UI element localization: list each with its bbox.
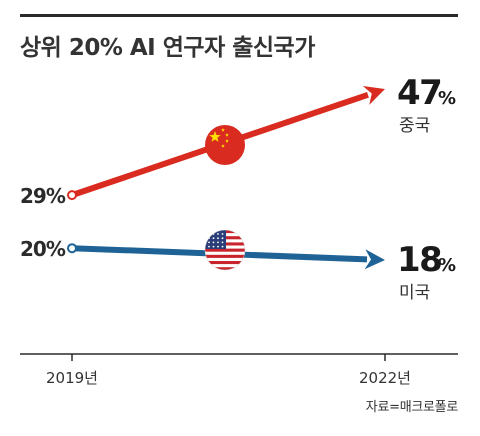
us-flag-stripe xyxy=(205,248,245,252)
china-flag-small-star xyxy=(225,139,229,143)
us-flag-star xyxy=(221,237,224,240)
us-flag-star xyxy=(217,237,219,240)
series-end-unit: % xyxy=(438,255,456,276)
china-flag-small-star xyxy=(221,144,225,148)
series-end-unit: % xyxy=(438,88,456,109)
us-flag-star xyxy=(217,233,219,235)
us-flag-star xyxy=(212,245,215,248)
series-start-label: 20% xyxy=(20,237,66,261)
china-flag-big-star xyxy=(209,131,221,142)
us-flag-star xyxy=(208,245,210,248)
china-flag-disc xyxy=(205,125,245,165)
us-flag-stripe xyxy=(205,267,245,270)
chart-title: 상위 20% AI 연구자 출신국가 xyxy=(20,35,315,61)
us-flag-star xyxy=(208,241,210,244)
series-name-label: 중국 xyxy=(399,116,430,136)
series-start-point xyxy=(67,243,77,254)
china-flag-icon xyxy=(205,125,245,165)
series-start-point xyxy=(67,190,77,201)
series-end-value: 47 xyxy=(397,73,441,113)
china-flag-small-star xyxy=(225,133,229,137)
series-name-label: 미국 xyxy=(399,283,430,303)
china-flag-small-star xyxy=(221,128,225,132)
us-flag-stripe xyxy=(205,261,245,265)
us-flag-star xyxy=(217,245,219,248)
top-rule xyxy=(20,14,458,17)
us-flag-star xyxy=(221,245,224,248)
us-flag-star xyxy=(212,237,215,240)
x-tick-label: 2022년 xyxy=(359,369,411,387)
series-end-value: 18 xyxy=(397,240,441,280)
source-note: 자료=매크로폴로 xyxy=(365,400,459,415)
us-flag-star xyxy=(212,241,215,244)
us-flag-star xyxy=(221,233,224,235)
us-flag-star xyxy=(208,233,210,235)
us-flag-stripe xyxy=(205,254,245,258)
us-flag-star xyxy=(217,241,219,244)
series-start-label: 29% xyxy=(20,184,66,208)
series-arrowhead xyxy=(362,85,385,105)
series-arrowhead xyxy=(364,249,385,270)
us-flag-outline xyxy=(204,229,246,271)
x-tick-label: 2019년 xyxy=(46,369,98,387)
us-flag-star xyxy=(221,241,224,244)
